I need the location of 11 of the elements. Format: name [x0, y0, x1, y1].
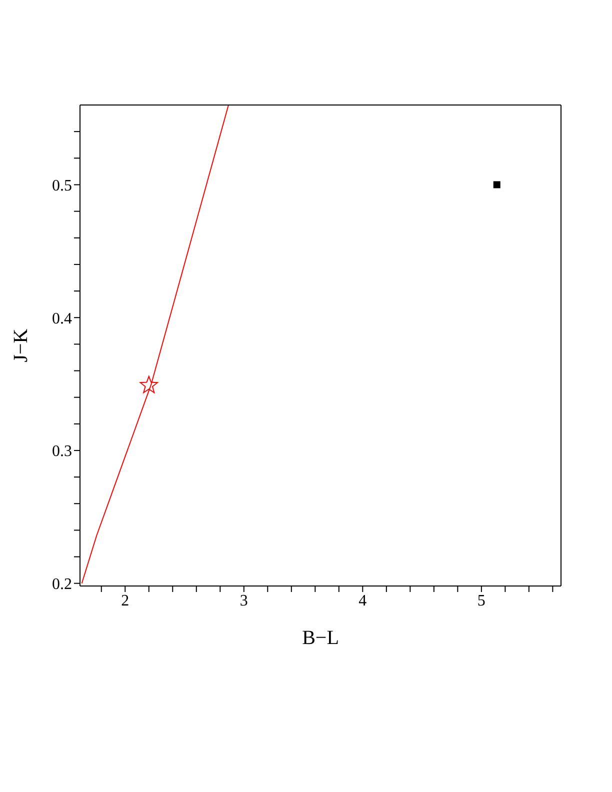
y-tick-label: 0.5 — [52, 177, 72, 194]
line-series — [81, 105, 229, 584]
x-tick-label: 4 — [358, 592, 367, 610]
y-axis-title: J−K — [10, 328, 32, 362]
y-tick-label: 0.2 — [52, 576, 72, 594]
y-tick-label: 0.4 — [52, 310, 72, 328]
x-axis-title: B−L — [302, 627, 339, 649]
y-tick-label: 0.3 — [52, 443, 72, 460]
x-tick-label: 3 — [240, 592, 248, 610]
x-tick-label: 5 — [477, 592, 486, 610]
x-tick-label: 2 — [121, 592, 130, 610]
